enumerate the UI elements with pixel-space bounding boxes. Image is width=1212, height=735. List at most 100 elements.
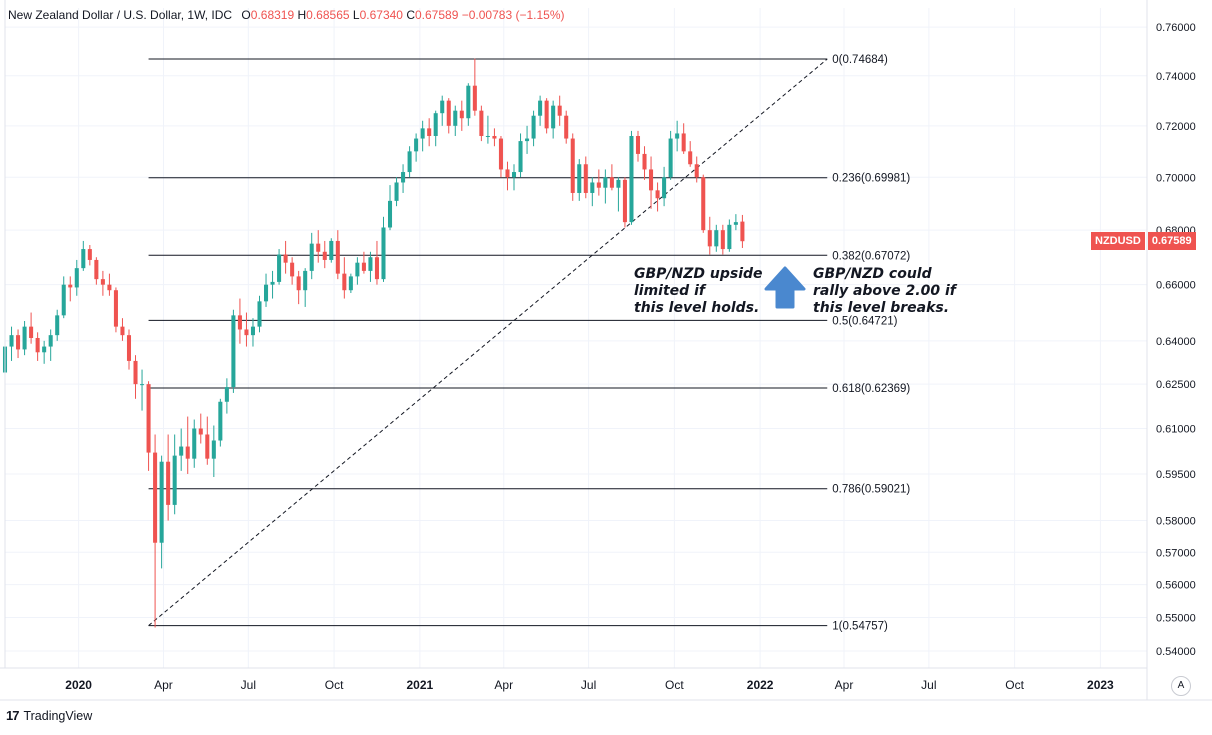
candle <box>714 224 719 252</box>
candle-body <box>133 360 138 385</box>
candle-body <box>48 335 53 347</box>
price-tag-symbol: NZDUSD <box>1091 232 1145 251</box>
change-value: −0.00783 (−1.15%) <box>461 8 565 22</box>
x-tick-label: 2023 <box>1087 678 1114 692</box>
candle-body <box>218 401 223 441</box>
candle-body <box>727 224 732 250</box>
candle <box>446 98 451 134</box>
candle <box>551 100 556 139</box>
symbol-header[interactable]: New Zealand Dollar / U.S. Dollar, 1W, ID… <box>8 8 564 22</box>
candle-body <box>329 240 334 260</box>
candle-body <box>596 182 601 188</box>
candle-body <box>662 177 667 199</box>
candle-body <box>342 273 347 291</box>
candle <box>277 249 282 285</box>
annotation-right-line: rally above 2.00 if <box>813 283 956 299</box>
y-tick-label: 0.62500 <box>1156 379 1196 391</box>
candle-body <box>622 179 627 223</box>
candle-body <box>740 221 745 242</box>
candle <box>622 177 627 228</box>
candle <box>348 273 353 293</box>
candle-body <box>446 100 451 126</box>
candle-body <box>538 100 543 116</box>
ohlc-values: O0.68319 H0.68565 L0.67340 C0.67589 −0.0… <box>241 8 564 22</box>
candle <box>701 174 706 233</box>
candle <box>218 398 223 447</box>
candle-body <box>309 243 314 271</box>
x-tick-label: Oct <box>325 678 344 692</box>
fib-level-label: 0.618(0.62369) <box>832 383 910 395</box>
x-tick-label: 2021 <box>406 678 433 692</box>
candle <box>309 232 314 280</box>
candle-body <box>61 284 66 316</box>
candle <box>387 185 393 231</box>
candle-body <box>303 270 308 291</box>
fib-level-label: 0.786(0.59021) <box>832 484 910 496</box>
candle <box>257 295 262 333</box>
annotation-left[interactable]: GBP/NZD upside limited if this level hol… <box>634 266 763 317</box>
candle-body <box>283 254 288 263</box>
y-tick-label: 0.76000 <box>1156 22 1196 34</box>
candle <box>205 416 210 465</box>
candle <box>577 159 582 201</box>
candle <box>453 105 458 136</box>
candle <box>179 428 184 471</box>
candle-body <box>113 290 118 327</box>
candle-body <box>459 110 464 119</box>
candle <box>407 146 412 178</box>
candle <box>564 110 569 144</box>
annotation-left-line: GBP/NZD upside <box>634 266 763 282</box>
candle-body <box>100 279 105 285</box>
x-tick-label: Apr <box>494 678 513 692</box>
candle <box>511 164 517 191</box>
candle <box>355 257 360 285</box>
annotation-right[interactable]: GBP/NZD could rally above 2.00 if this l… <box>813 266 956 317</box>
candle <box>329 238 334 263</box>
candle <box>342 257 347 299</box>
candle-body <box>29 326 34 338</box>
candle <box>87 244 92 266</box>
candle <box>361 251 366 274</box>
candle <box>629 130 634 225</box>
candle-body <box>720 230 725 250</box>
candle <box>655 182 660 212</box>
price-tag-value: 0.67589 <box>1147 232 1196 251</box>
close-label: C <box>406 8 415 22</box>
candle-body <box>407 151 412 173</box>
candle-body <box>9 335 14 347</box>
candle-body <box>701 177 706 231</box>
high-label: H <box>297 8 307 22</box>
fibonacci-retracement[interactable]: 0(0.74684) 0.236(0.69981) 0.382(0.67072) 0.… <box>148 54 911 633</box>
candle-body <box>505 169 510 178</box>
candle <box>322 240 327 269</box>
candle-body <box>433 113 438 136</box>
candle <box>100 270 105 296</box>
candle <box>427 118 432 147</box>
candle <box>707 216 712 255</box>
candle-body <box>401 172 406 183</box>
x-tick-label: Apr <box>835 678 854 692</box>
tradingview-logo[interactable]: 17 TradingView <box>6 708 92 723</box>
arrow-up-icon[interactable] <box>762 265 808 311</box>
candle <box>603 169 608 204</box>
candle <box>433 110 438 147</box>
candle-body <box>316 243 321 252</box>
candle <box>420 120 425 152</box>
candle <box>531 110 536 147</box>
candle <box>518 133 523 178</box>
candle <box>681 123 686 154</box>
candle <box>153 434 158 628</box>
candle-body <box>531 115 536 139</box>
candle <box>492 128 497 147</box>
candle-body <box>179 446 184 456</box>
x-tick-label: 2020 <box>65 678 92 692</box>
candle <box>172 434 177 515</box>
open-value: 0.68319 <box>250 8 295 22</box>
candle <box>609 164 614 191</box>
candle <box>525 125 530 154</box>
y-tick-label: 0.61000 <box>1156 423 1196 435</box>
candle <box>16 329 21 359</box>
auto-scale-button[interactable]: A <box>1171 676 1191 696</box>
